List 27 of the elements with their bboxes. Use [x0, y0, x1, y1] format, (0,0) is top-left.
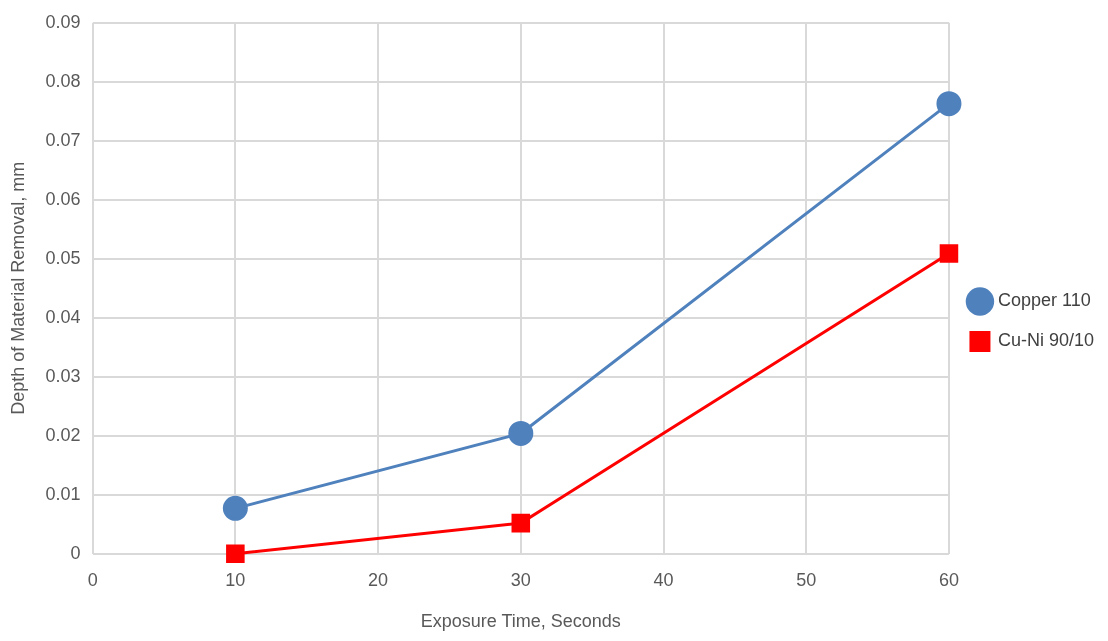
- legend-label: Cu-Ni 90/10: [997, 330, 1094, 351]
- point: [936, 91, 962, 117]
- y-tick-label: 0.06: [45, 188, 81, 209]
- point: [222, 495, 248, 521]
- legend-label: Copper 110: [997, 290, 1091, 311]
- y-tick-label: 0.04: [45, 306, 81, 327]
- y-tick-label: 0.01: [45, 483, 81, 504]
- y-tick-label: 0: [70, 542, 81, 563]
- y-tick-label: 0.03: [45, 365, 81, 386]
- y-tick-label: 0.09: [45, 11, 81, 32]
- point: [511, 513, 531, 533]
- y-axis-title: Depth of Material Removal, mm: [7, 161, 28, 415]
- y-tick-label: 0.05: [45, 247, 81, 268]
- x-tick-label: 60: [938, 569, 959, 590]
- point: [939, 244, 959, 263]
- y-tick-label: 0.08: [45, 70, 81, 91]
- y-tick-label: 0.07: [45, 129, 81, 150]
- x-tick-label: 20: [368, 569, 389, 590]
- x-axis-title: Exposure Time, Seconds: [420, 611, 621, 632]
- x-tick-label: 10: [225, 569, 246, 590]
- x-tick-label: 50: [796, 569, 817, 590]
- point: [508, 420, 534, 446]
- x-tick-label: 40: [653, 569, 674, 590]
- point: [226, 544, 245, 564]
- y-tick-label: 0.02: [45, 424, 81, 445]
- x-tick-label: 0: [87, 569, 98, 590]
- x-tick-label: 30: [510, 569, 531, 590]
